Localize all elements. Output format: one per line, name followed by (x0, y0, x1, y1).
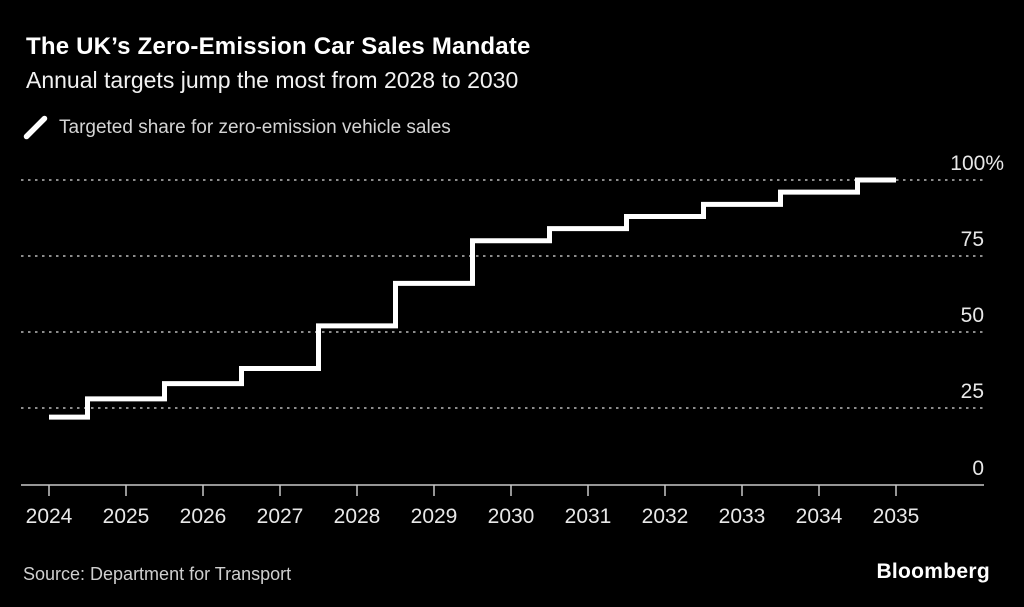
step-line-series (49, 177, 896, 420)
legend: Targeted share for zero-emission vehicle… (23, 115, 451, 140)
y-tick-label: 50 (961, 304, 984, 327)
legend-line-mark (23, 115, 48, 140)
chart-title: The UK’s Zero-Emission Car Sales Mandate (26, 33, 531, 60)
x-tick-label: 2024 (26, 505, 73, 528)
x-tick-label: 2028 (334, 505, 381, 528)
x-tick-label: 2027 (257, 505, 304, 528)
y-tick-label: 25 (961, 380, 984, 403)
y-tick-label: 0 (972, 457, 984, 480)
bloomberg-logo: Bloomberg (876, 560, 990, 583)
y-tick-label: 100% (950, 152, 1004, 175)
x-tick-label: 2033 (719, 505, 766, 528)
x-tick-label: 2030 (488, 505, 535, 528)
x-tick-label: 2034 (796, 505, 843, 528)
x-tick-label: 2026 (180, 505, 227, 528)
x-tick-label: 2035 (873, 505, 920, 528)
x-tick-label: 2031 (565, 505, 612, 528)
y-tick-label: 75 (961, 228, 984, 251)
source-note: Source: Department for Transport (23, 564, 292, 584)
chart-subtitle: Annual targets jump the most from 2028 t… (26, 67, 519, 93)
legend-label: Targeted share for zero-emission vehicle… (59, 116, 451, 138)
x-tick-label: 2032 (642, 505, 689, 528)
line-series-legend-icon (23, 115, 48, 140)
x-tick-label: 2029 (411, 505, 458, 528)
x-tick-label: 2025 (103, 505, 150, 528)
